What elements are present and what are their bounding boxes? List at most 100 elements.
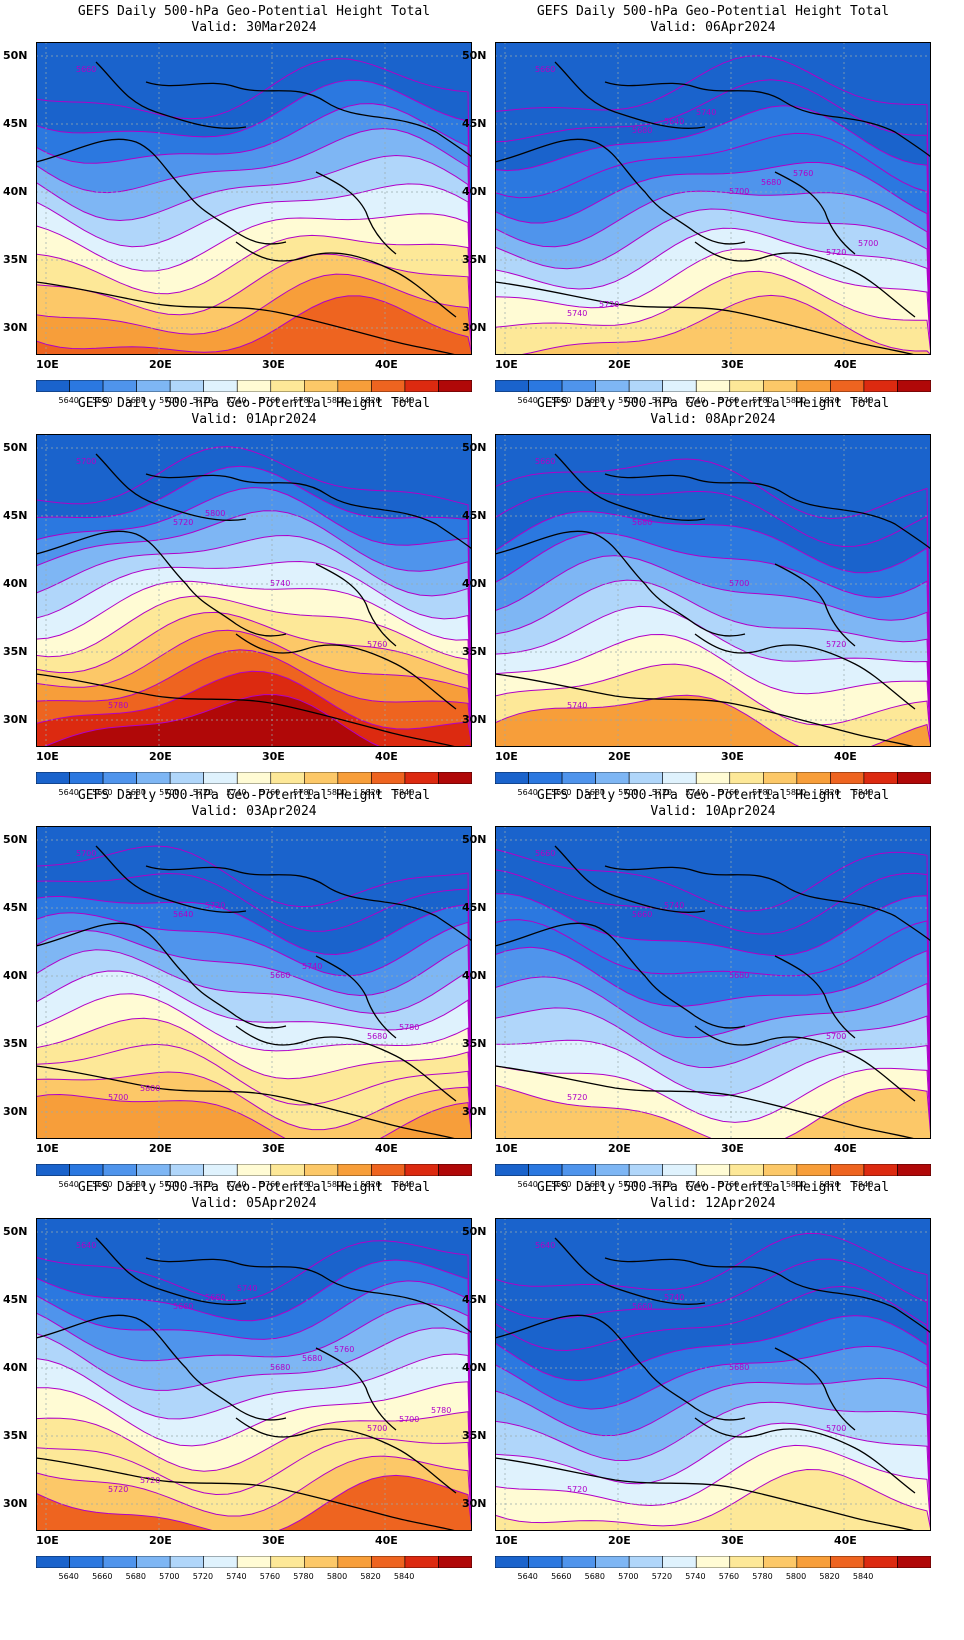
colorbar-label: 5680	[125, 396, 146, 405]
latitude-label: 50N	[3, 833, 28, 846]
colorbar-swatch	[203, 1556, 238, 1568]
latitude-label: 35N	[462, 1429, 487, 1442]
colorbar-swatch	[270, 380, 305, 392]
colorbar-swatch	[169, 1556, 204, 1568]
colorbar-swatch	[495, 1556, 529, 1568]
height-field-map: 5640 5660 5680 5700 5720 5660 5680 5700 5720 5740…	[36, 1218, 472, 1531]
colorbar-label: 5780	[293, 1572, 314, 1581]
colorbar-swatch	[438, 380, 472, 392]
longitude-label: 20E	[608, 750, 631, 763]
colorbar-swatch	[404, 1556, 439, 1568]
contour-label: 5720	[599, 300, 619, 309]
latitude-label: 40N	[462, 969, 487, 982]
colorbar-label: 5680	[584, 1180, 605, 1189]
longitude-label: 30E	[262, 358, 285, 371]
height-band	[495, 1468, 931, 1531]
colorbar-swatch	[102, 772, 137, 784]
colorbar-label: 5740	[685, 1572, 706, 1581]
colorbar-label: 5800	[785, 1180, 807, 1189]
colorbar-swatch	[695, 772, 731, 784]
latitude-label: 45N	[462, 901, 487, 914]
contour-label: 5640	[535, 1241, 555, 1250]
colorbar-label: 5720	[192, 1180, 214, 1189]
map-panel: GEFS Daily 500-hPa Geo-Potential Height …	[0, 392, 480, 802]
colorbar-label: 5740	[226, 396, 247, 405]
latitude-label: 45N	[462, 509, 487, 522]
contour-label: 5660	[270, 971, 290, 980]
colorbar-label: 5740	[685, 396, 706, 405]
colorbar	[36, 772, 472, 784]
contour-label: 5660	[173, 1302, 193, 1311]
colorbar-swatch	[36, 772, 70, 784]
colorbar-swatch	[628, 380, 663, 392]
latitude-label: 30N	[3, 1497, 28, 1510]
colorbar-swatch	[628, 1556, 663, 1568]
longitude-label: 40E	[834, 1534, 857, 1547]
colorbar-swatch	[203, 380, 238, 392]
colorbar-label: 5800	[785, 1572, 807, 1581]
longitude-label: 20E	[608, 1534, 631, 1547]
colorbar-swatch	[863, 772, 898, 784]
contour-label: 5660	[205, 1293, 225, 1302]
colorbar-label: 5640	[517, 396, 538, 405]
height-field-map: 5700 5720 5740 5760 5780 5800	[36, 434, 472, 747]
colorbar-swatch	[337, 1164, 372, 1176]
contour-label: 5700	[76, 457, 96, 466]
colorbar-label: 5700	[618, 1572, 639, 1581]
longitude-label: 30E	[262, 750, 285, 763]
colorbar-label: 5820	[819, 1180, 840, 1189]
colorbar-swatch	[404, 772, 439, 784]
longitude-label: 10E	[36, 358, 59, 371]
colorbar-label: 5820	[360, 788, 381, 797]
colorbar-swatch	[169, 1164, 204, 1176]
map-panel: GEFS Daily 500-hPa Geo-Potential Height …	[462, 392, 962, 802]
colorbar-swatch	[662, 1164, 697, 1176]
latitude-label: 45N	[3, 1293, 28, 1306]
colorbar-swatch	[304, 1164, 339, 1176]
colorbar-swatch	[270, 772, 305, 784]
colorbar-swatch	[236, 772, 272, 784]
colorbar-label: 5740	[685, 1180, 706, 1189]
colorbar-label: 5720	[192, 1572, 214, 1581]
latitude-label: 30N	[462, 713, 487, 726]
panel-title: GEFS Daily 500-hPa Geo-Potential Height …	[77, 4, 431, 19]
panel-title: GEFS Daily 500-hPa Geo-Potential Height …	[77, 788, 431, 803]
colorbar-label: 5820	[360, 396, 381, 405]
height-band	[36, 295, 472, 355]
contour-label: 5700	[729, 187, 749, 196]
contour-label: 5700	[108, 1093, 128, 1102]
colorbar-swatch	[595, 1556, 630, 1568]
colorbar-label: 5680	[584, 1572, 605, 1581]
latitude-label: 30N	[462, 321, 487, 334]
height-band	[495, 1084, 931, 1139]
colorbar-swatch	[662, 380, 697, 392]
colorbar-swatch	[337, 1556, 372, 1568]
colorbar-swatch	[236, 1556, 272, 1568]
colorbar-label: 5740	[685, 788, 706, 797]
contour-label: 5700	[399, 1415, 419, 1424]
colorbar-swatch	[662, 1556, 697, 1568]
contour-label: 5720	[567, 1485, 587, 1494]
colorbar-label: 5820	[819, 788, 840, 797]
latitude-label: 45N	[3, 509, 28, 522]
colorbar-swatch	[404, 1164, 439, 1176]
longitude-label: 20E	[608, 358, 631, 371]
height-field-map: 5640 5660 5680 5700 5720 5740	[495, 1218, 931, 1531]
colorbar-label: 5800	[326, 1572, 348, 1581]
contour-label: 5660	[535, 65, 555, 74]
colorbar-swatch	[561, 380, 596, 392]
colorbar-swatch	[495, 380, 529, 392]
contour-label: 5720	[567, 1093, 587, 1102]
colorbar-label: 5720	[651, 396, 673, 405]
contour-label: 5760	[334, 1345, 354, 1354]
contour-label: 5640	[664, 117, 684, 126]
colorbar-swatch	[528, 772, 563, 784]
contour-label: 5700	[76, 849, 96, 858]
colorbar-label: 5680	[125, 1572, 146, 1581]
height-field-map: 5660 5680 5700 5720 5740 5640 5680 5700 5720 5740…	[495, 42, 931, 355]
colorbar-label: 5820	[360, 1572, 381, 1581]
colorbar-swatch	[203, 772, 238, 784]
contour-label: 5680	[270, 1363, 290, 1372]
colorbar-swatch	[729, 772, 764, 784]
contour-label: 5740	[567, 309, 587, 318]
